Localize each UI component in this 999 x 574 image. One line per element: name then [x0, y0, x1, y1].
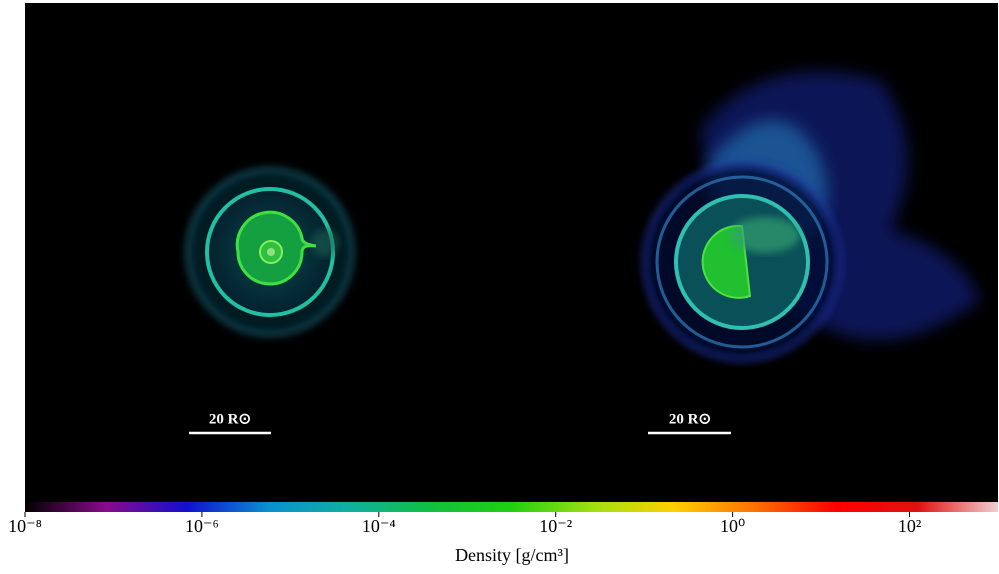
scale-label: 20 R⊙ — [669, 411, 711, 427]
colorbar-label: Density [g/cm³] — [455, 545, 569, 565]
tick-label: 10⁻² — [539, 516, 572, 536]
scale-label: 20 R⊙ — [209, 411, 251, 427]
tick-label: 10² — [898, 516, 921, 536]
figure: 20 R⊙ 20 R⊙ 10⁻⁸ 10⁻⁶ 10⁻⁴ 10⁻² 10⁰ 10² Densi… — [0, 0, 999, 574]
colorbar — [25, 502, 998, 512]
tick-label: 10⁻⁶ — [185, 516, 219, 536]
tick-label: 10⁰ — [720, 516, 745, 536]
left-star — [187, 169, 353, 335]
tick-label: 10⁻⁸ — [8, 516, 42, 536]
tick-label: 10⁻⁴ — [362, 516, 396, 536]
